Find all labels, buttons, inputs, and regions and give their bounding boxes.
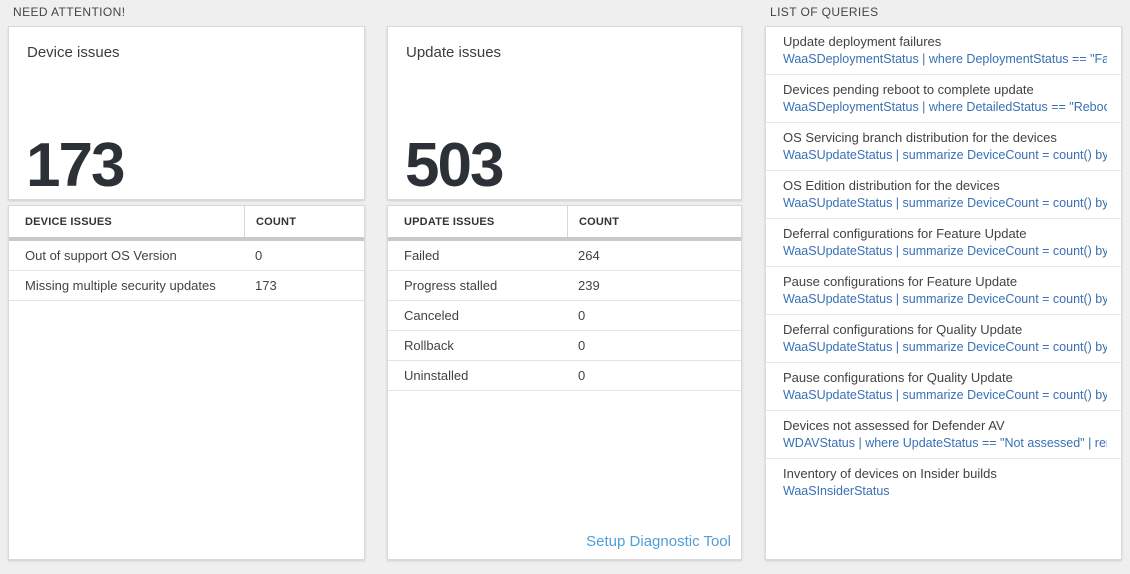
query-title: Deferral configurations for Quality Upda… bbox=[783, 322, 1023, 337]
row-count: 0 bbox=[255, 248, 263, 263]
query-item[interactable]: Devices pending reboot to complete updat… bbox=[766, 75, 1121, 123]
row-count: 0 bbox=[578, 338, 586, 353]
device-issues-table: DEVICE ISSUES COUNT Out of support OS Ve… bbox=[8, 205, 365, 560]
row-label: Missing multiple security updates bbox=[25, 278, 216, 293]
device-issues-count: 173 bbox=[26, 131, 125, 200]
query-title: Devices pending reboot to complete updat… bbox=[783, 82, 1034, 97]
query-title: Pause configurations for Quality Update bbox=[783, 370, 1013, 385]
query-title: Update deployment failures bbox=[783, 34, 942, 49]
query-title: OS Servicing branch distribution for the… bbox=[783, 130, 1057, 145]
update-issues-count: 503 bbox=[405, 131, 504, 200]
device-issues-tile[interactable]: Device issues 173 bbox=[8, 26, 365, 200]
device-issues-column-header: DEVICE ISSUES bbox=[25, 215, 112, 228]
count-column-header: COUNT bbox=[567, 206, 741, 237]
query-item[interactable]: Deferral configurations for Feature Upda… bbox=[766, 219, 1121, 267]
row-label: Uninstalled bbox=[404, 368, 469, 383]
query-link[interactable]: WaaSUpdateStatus | summarize DeviceCount… bbox=[783, 292, 1107, 306]
device-issues-table-header: DEVICE ISSUES COUNT bbox=[9, 206, 364, 237]
query-item[interactable]: Inventory of devices on Insider builds W… bbox=[766, 459, 1121, 506]
row-label: Rollback bbox=[404, 338, 454, 353]
update-issues-table: UPDATE ISSUES COUNT Failed 264 Progress … bbox=[387, 205, 742, 560]
query-link[interactable]: WaaSUpdateStatus | summarize DeviceCount… bbox=[783, 244, 1107, 258]
table-row[interactable]: Failed 264 bbox=[388, 241, 741, 271]
query-link[interactable]: WaaSUpdateStatus | summarize DeviceCount… bbox=[783, 340, 1107, 354]
query-link[interactable]: WaaSUpdateStatus | summarize DeviceCount… bbox=[783, 196, 1107, 210]
update-issues-table-header: UPDATE ISSUES COUNT bbox=[388, 206, 741, 237]
row-label: Failed bbox=[404, 248, 440, 263]
row-count: 239 bbox=[578, 278, 600, 293]
query-title: Inventory of devices on Insider builds bbox=[783, 466, 997, 481]
query-item[interactable]: Deferral configurations for Quality Upda… bbox=[766, 315, 1121, 363]
header-divider-bar bbox=[388, 237, 741, 241]
query-item[interactable]: OS Servicing branch distribution for the… bbox=[766, 123, 1121, 171]
query-title: Pause configurations for Feature Update bbox=[783, 274, 1018, 289]
table-row[interactable]: Rollback 0 bbox=[388, 331, 741, 361]
query-link[interactable]: WaaSUpdateStatus | summarize DeviceCount… bbox=[783, 148, 1107, 162]
device-issues-tile-title: Device issues bbox=[27, 44, 120, 61]
query-link[interactable]: WaaSDeploymentStatus | where DeploymentS… bbox=[783, 52, 1107, 66]
row-label: Out of support OS Version bbox=[25, 248, 177, 263]
row-count: 0 bbox=[578, 368, 586, 383]
header-divider-bar bbox=[9, 237, 364, 241]
setup-diagnostic-tool-link[interactable]: Setup Diagnostic Tool bbox=[586, 533, 731, 550]
table-row[interactable]: Progress stalled 239 bbox=[388, 271, 741, 301]
count-column-header: COUNT bbox=[244, 206, 364, 237]
list-of-queries-section-label: LIST OF QUERIES bbox=[770, 5, 879, 19]
update-issues-tile-title: Update issues bbox=[406, 44, 502, 61]
row-count: 264 bbox=[578, 248, 600, 263]
update-issues-column-header: UPDATE ISSUES bbox=[404, 215, 495, 228]
query-item[interactable]: Devices not assessed for Defender AV WDA… bbox=[766, 411, 1121, 459]
table-row[interactable]: Missing multiple security updates 173 bbox=[9, 271, 364, 301]
query-link[interactable]: WaaSInsiderStatus bbox=[783, 484, 890, 498]
need-attention-section-label: NEED ATTENTION! bbox=[13, 5, 126, 19]
table-row[interactable]: Uninstalled 0 bbox=[388, 361, 741, 391]
update-issues-tile[interactable]: Update issues 503 bbox=[387, 26, 742, 200]
row-count: 173 bbox=[255, 278, 277, 293]
query-title: OS Edition distribution for the devices bbox=[783, 178, 1000, 193]
query-item[interactable]: Pause configurations for Feature Update … bbox=[766, 267, 1121, 315]
query-title: Deferral configurations for Feature Upda… bbox=[783, 226, 1027, 241]
query-link[interactable]: WaaSDeploymentStatus | where DetailedSta… bbox=[783, 100, 1107, 114]
query-title: Devices not assessed for Defender AV bbox=[783, 418, 1005, 433]
query-item[interactable]: OS Edition distribution for the devices … bbox=[766, 171, 1121, 219]
query-item[interactable]: Update deployment failures WaaSDeploymen… bbox=[766, 27, 1121, 75]
row-label: Canceled bbox=[404, 308, 459, 323]
query-item[interactable]: Pause configurations for Quality Update … bbox=[766, 363, 1121, 411]
query-link[interactable]: WaaSUpdateStatus | summarize DeviceCount… bbox=[783, 388, 1107, 402]
table-row[interactable]: Out of support OS Version 0 bbox=[9, 241, 364, 271]
table-row[interactable]: Canceled 0 bbox=[388, 301, 741, 331]
query-link[interactable]: WDAVStatus | where UpdateStatus == "Not … bbox=[783, 436, 1107, 450]
list-of-queries-panel: Update deployment failures WaaSDeploymen… bbox=[765, 26, 1122, 560]
row-label: Progress stalled bbox=[404, 278, 498, 293]
row-count: 0 bbox=[578, 308, 586, 323]
